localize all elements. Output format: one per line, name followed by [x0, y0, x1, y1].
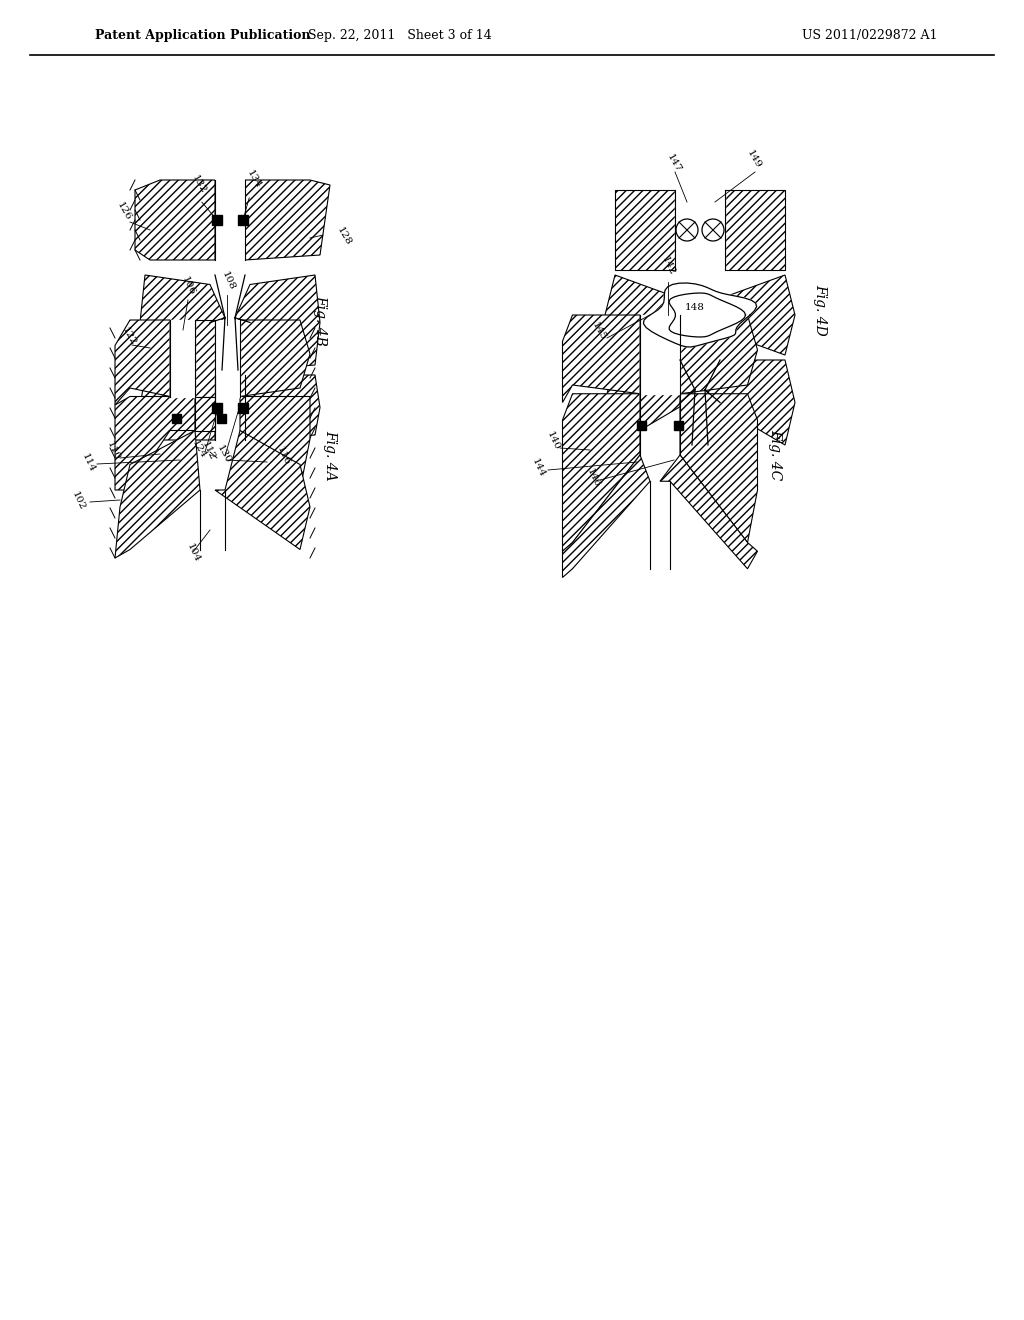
- Polygon shape: [562, 315, 640, 403]
- Circle shape: [702, 219, 724, 242]
- Text: 145: 145: [590, 321, 607, 342]
- Polygon shape: [215, 178, 245, 261]
- Circle shape: [676, 219, 698, 242]
- Text: 116: 116: [275, 445, 292, 467]
- Text: 106: 106: [180, 275, 197, 297]
- Polygon shape: [240, 319, 310, 396]
- Bar: [238, 403, 248, 412]
- Polygon shape: [705, 360, 795, 445]
- Polygon shape: [240, 396, 310, 490]
- Text: 149: 149: [745, 148, 763, 170]
- Bar: [212, 403, 222, 412]
- Polygon shape: [730, 275, 795, 355]
- Text: Patent Application Publication: Patent Application Publication: [95, 29, 310, 41]
- Text: Fig. 4A: Fig. 4A: [323, 430, 337, 480]
- Polygon shape: [605, 275, 670, 355]
- Text: Fig. 4D: Fig. 4D: [813, 284, 827, 335]
- Text: 134: 134: [245, 168, 263, 190]
- Bar: [170, 319, 195, 396]
- Bar: [172, 414, 181, 424]
- Text: 140: 140: [545, 430, 561, 451]
- Bar: [238, 215, 248, 224]
- Polygon shape: [140, 375, 215, 440]
- Text: 114: 114: [80, 453, 96, 474]
- Bar: [637, 421, 646, 430]
- Polygon shape: [605, 360, 695, 445]
- Polygon shape: [215, 430, 310, 549]
- Text: 144: 144: [530, 457, 547, 479]
- Polygon shape: [195, 396, 215, 430]
- Text: US 2011/0229872 A1: US 2011/0229872 A1: [802, 29, 938, 41]
- Polygon shape: [562, 455, 650, 578]
- Text: Sep. 22, 2011   Sheet 3 of 14: Sep. 22, 2011 Sheet 3 of 14: [308, 29, 492, 41]
- Bar: [217, 414, 226, 424]
- Polygon shape: [195, 319, 215, 396]
- Text: 102: 102: [70, 490, 87, 512]
- Text: 110: 110: [105, 440, 122, 462]
- Polygon shape: [115, 396, 195, 490]
- Polygon shape: [643, 282, 757, 347]
- Polygon shape: [245, 180, 330, 260]
- Text: 130: 130: [215, 444, 232, 465]
- Text: 122: 122: [120, 325, 138, 347]
- Text: Fig. 4C: Fig. 4C: [768, 429, 782, 480]
- Text: 126: 126: [115, 201, 133, 222]
- Polygon shape: [680, 393, 758, 543]
- Bar: [675, 190, 725, 271]
- Polygon shape: [680, 315, 758, 393]
- Polygon shape: [725, 190, 785, 271]
- Polygon shape: [670, 293, 745, 337]
- Polygon shape: [115, 319, 170, 405]
- Text: 132: 132: [190, 173, 208, 195]
- Text: 112: 112: [200, 440, 216, 462]
- Bar: [640, 315, 680, 393]
- Text: 146: 146: [585, 467, 601, 488]
- Polygon shape: [140, 275, 225, 370]
- Text: 147: 147: [665, 152, 683, 174]
- Text: 124: 124: [190, 438, 208, 459]
- Polygon shape: [562, 393, 640, 552]
- Bar: [212, 215, 222, 224]
- Text: 104: 104: [185, 543, 202, 564]
- Polygon shape: [615, 190, 675, 271]
- Polygon shape: [660, 455, 758, 569]
- Bar: [674, 421, 683, 430]
- Text: 142: 142: [660, 255, 677, 277]
- Polygon shape: [234, 275, 319, 370]
- Polygon shape: [115, 430, 200, 558]
- Text: 108: 108: [220, 271, 237, 292]
- Bar: [215, 319, 240, 396]
- Text: 148: 148: [685, 304, 705, 312]
- Polygon shape: [245, 375, 319, 440]
- Polygon shape: [135, 180, 215, 260]
- Text: Fig. 4B: Fig. 4B: [313, 294, 327, 346]
- Text: 128: 128: [335, 226, 352, 247]
